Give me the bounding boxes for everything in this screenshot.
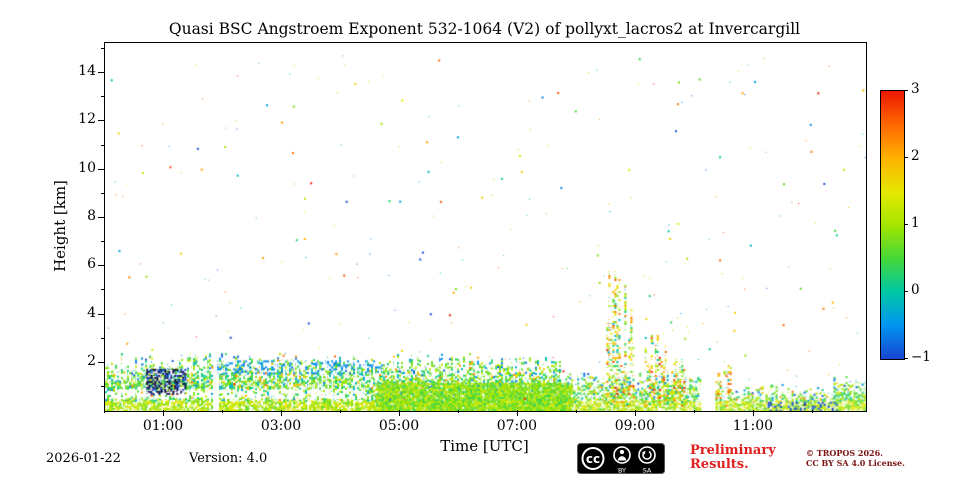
chart-title: Quasi BSC Angstroem Exponent 532-1064 (V… [168,20,801,38]
y-major-tick [98,168,104,170]
copyright-line2: CC BY SA 4.0 License. [806,458,905,468]
preliminary-line2: Results. [690,457,749,472]
by-icon: BY [613,446,631,475]
cc-letters: cc [586,452,600,466]
x-minor-tick [575,410,577,413]
x-minor-tick [340,410,341,413]
preliminary-line1: Preliminary [690,443,776,458]
colorbar-tick-label: −1 [911,349,931,365]
colorbar-tick-label: 3 [911,81,920,97]
by-label: BY [618,467,626,475]
x-tick-label: 01:00 [142,418,184,434]
y-tick-label: 12 [78,111,96,128]
preliminary-note: Preliminary Results. [690,444,776,472]
x-tick-label: 11:00 [732,418,774,434]
y-tick-label: 8 [87,208,96,224]
copyright-line1: © TROPOS 2026. [806,448,883,458]
x-tick-label: 09:00 [614,418,656,434]
x-axis-label: Time [UTC] [440,437,529,455]
y-minor-tick [101,241,104,243]
x-major-tick [281,410,282,416]
x-minor-tick [811,410,813,413]
plot-area [104,42,867,412]
y-minor-tick [101,385,104,387]
x-tick-label: 03:00 [260,418,302,434]
y-tick-label: 2 [87,352,96,369]
x-minor-tick [222,410,223,413]
x-tick-label: 05:00 [378,418,420,434]
y-major-tick [98,361,104,363]
y-major-tick [98,265,104,267]
y-tick-label: 14 [78,63,96,80]
y-major-tick [98,120,104,122]
cc-icon: cc [581,447,605,470]
y-minor-tick [101,48,104,49]
copyright-note: © TROPOS 2026. CC BY SA 4.0 License. [806,448,905,468]
colorbar-canvas [881,91,904,359]
colorbar-tick [904,358,908,359]
y-minor-tick [101,192,104,194]
y-tick-label: 10 [78,159,96,176]
colorbar-tick-label: 0 [911,282,920,298]
date-label: 2026-01-22 [46,451,121,466]
y-minor-tick [101,337,104,339]
y-major-tick [98,313,104,315]
x-major-tick [634,410,636,416]
x-minor-tick [693,410,695,413]
y-minor-tick [101,96,104,98]
colorbar-tick-label: 2 [911,148,920,164]
y-tick-label: 4 [87,304,96,321]
x-major-tick [399,410,400,416]
x-major-tick [516,410,518,416]
x-minor-tick [104,410,105,413]
colorbar [880,90,905,360]
colorbar-tick-label: 1 [911,215,920,231]
colorbar-tick [904,157,908,158]
cc-by-sa-badge: cc BY SA [577,443,665,474]
y-minor-tick [101,144,104,146]
y-tick-label: 6 [87,256,96,273]
colorbar-tick [904,224,908,225]
colorbar-tick [904,291,908,292]
heatmap-canvas [105,43,866,411]
x-major-tick [752,410,754,416]
y-minor-tick [101,289,104,291]
x-major-tick [163,410,164,416]
x-tick-label: 07:00 [496,418,538,434]
y-major-tick [98,72,104,74]
colorbar-tick [904,90,908,91]
y-major-tick [98,217,104,218]
sa-label: SA [643,467,652,475]
version-label: Version: 4.0 [189,451,268,466]
x-minor-tick [458,410,459,413]
